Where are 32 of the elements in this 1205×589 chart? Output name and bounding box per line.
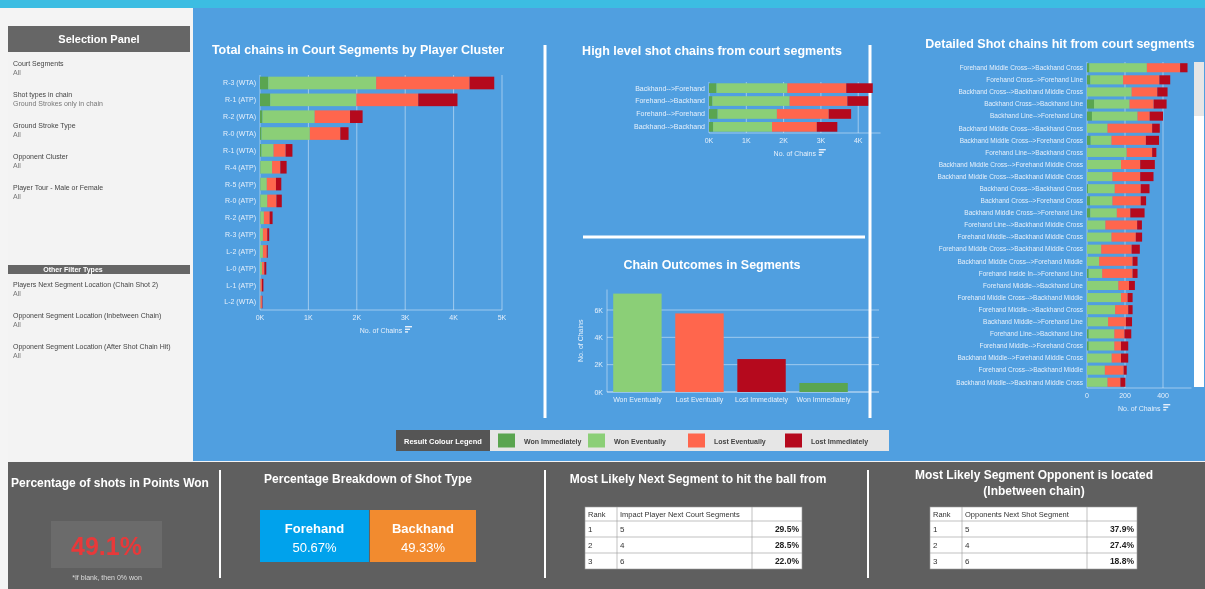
category-label: 1 bbox=[933, 525, 938, 534]
category-label: 3 bbox=[588, 557, 593, 566]
text: 37.9% bbox=[1109, 524, 1134, 534]
chart-title: Detailed Shot chains hit from court segments bbox=[925, 37, 1195, 51]
category-label: 5 bbox=[965, 525, 970, 534]
text: 49.1% bbox=[71, 532, 142, 560]
category-label: 2 bbox=[933, 541, 938, 550]
data-label: 50.67% bbox=[292, 540, 337, 555]
chart-title: Chain Outcomes in Segments bbox=[623, 258, 801, 272]
series-label: Forehand bbox=[284, 521, 345, 536]
series-label: Backhand bbox=[391, 521, 455, 536]
text: Most Likely Next Segment to hit the ball from bbox=[569, 472, 827, 486]
category-label: 6 bbox=[965, 557, 970, 566]
text: Percentage of shots in Points Won bbox=[11, 476, 209, 490]
text: 27.4% bbox=[1109, 540, 1134, 550]
text: 29.5% bbox=[774, 524, 799, 534]
text: 28.5% bbox=[774, 540, 799, 550]
text: Most Likely Segment Opponent is located (Inbetween chain) bbox=[914, 468, 1154, 498]
chart-title: Total chains in Court Segments by Player Cluster bbox=[211, 43, 505, 57]
category-label: 3 bbox=[933, 557, 938, 566]
category-label: 1 bbox=[588, 525, 593, 534]
category-label: 6 bbox=[620, 557, 625, 566]
chart-title: Percentage Breakdown of Shot Type bbox=[264, 472, 473, 486]
category-label: 2 bbox=[588, 541, 593, 550]
text: Selection Panel bbox=[58, 32, 140, 45]
data-label: 49.33% bbox=[400, 540, 446, 555]
text: 18.8% bbox=[1109, 556, 1134, 566]
text: 22.0% bbox=[774, 556, 799, 566]
category-label: 4 bbox=[620, 541, 625, 550]
category-label: 4 bbox=[965, 541, 970, 550]
chart-title: High level shot chains from court segments bbox=[582, 44, 842, 58]
category-label: 5 bbox=[620, 525, 625, 534]
